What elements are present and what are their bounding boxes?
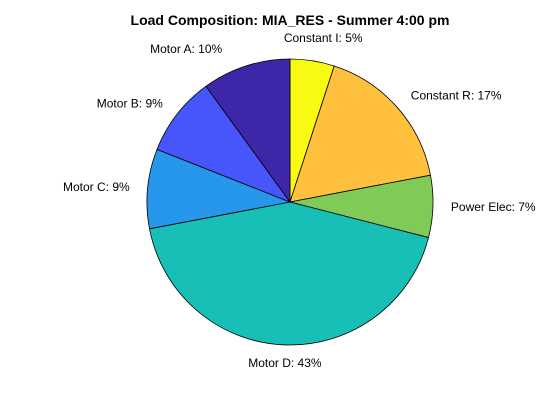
slice-label: Power Elec: 7% — [451, 200, 536, 214]
slice-label: Constant R: 17% — [411, 89, 502, 103]
pie-slice — [205, 58, 291, 204]
slice-label: Motor D: 43% — [248, 356, 322, 370]
slice-label: Motor B: 9% — [97, 96, 163, 110]
pie-labels: Constant I: 5% Constant R: 17% Power Elec:… — [63, 31, 536, 370]
pie-slice — [289, 65, 431, 203]
pie-slice — [149, 201, 429, 346]
pie-slice — [156, 85, 292, 203]
pie-slices — [146, 58, 434, 346]
chart-title: Load Composition: MIA_RES - Summer 4:00 … — [131, 12, 450, 28]
slice-label: Motor A: 10% — [150, 42, 222, 56]
slice-label: Constant I: 5% — [284, 31, 363, 45]
pie-slice — [146, 148, 292, 230]
slice-label: Motor C: 9% — [63, 180, 130, 194]
